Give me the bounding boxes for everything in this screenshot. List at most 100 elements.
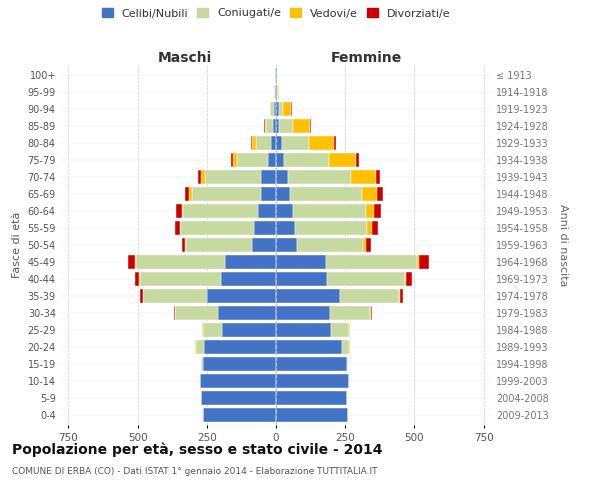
Bar	[276, 408, 348, 422]
Bar	[276, 102, 279, 116]
Text: COMUNE DI ERBA (CO) - Dati ISTAT 1° gennaio 2014 - Elaborazione TUTTITALIA.IT: COMUNE DI ERBA (CO) - Dati ISTAT 1° genn…	[12, 468, 377, 476]
Bar	[330, 306, 370, 320]
Bar	[276, 391, 347, 405]
Bar	[175, 306, 218, 320]
Bar	[191, 187, 261, 201]
Bar	[175, 221, 179, 235]
Bar	[254, 221, 276, 235]
Bar	[274, 102, 276, 116]
Bar	[326, 255, 417, 269]
Bar	[140, 289, 143, 303]
Bar	[343, 340, 349, 354]
Bar	[276, 306, 330, 320]
Bar	[231, 153, 233, 167]
Bar	[278, 85, 279, 99]
Bar	[182, 204, 183, 218]
Bar	[293, 204, 366, 218]
Bar	[276, 357, 347, 371]
Text: Maschi: Maschi	[158, 51, 212, 65]
Text: Popolazione per età, sesso e stato civile - 2014: Popolazione per età, sesso e stato civil…	[12, 442, 383, 457]
Bar	[334, 136, 337, 150]
Bar	[218, 306, 276, 320]
Bar	[203, 323, 222, 337]
Bar	[268, 153, 276, 167]
Bar	[405, 272, 406, 286]
Bar	[203, 357, 276, 371]
Bar	[399, 289, 400, 303]
Bar	[276, 85, 277, 99]
Bar	[136, 272, 139, 286]
Bar	[276, 153, 284, 167]
Bar	[366, 238, 371, 252]
Bar	[276, 272, 327, 286]
Legend: Celibi/Nubili, Coniugati/e, Vedovi/e, Divorziati/e: Celibi/Nubili, Coniugati/e, Vedovi/e, Di…	[101, 8, 451, 18]
Bar	[276, 374, 349, 388]
Bar	[225, 255, 276, 269]
Bar	[347, 357, 348, 371]
Bar	[201, 391, 276, 405]
Bar	[295, 221, 367, 235]
Bar	[276, 221, 295, 235]
Bar	[190, 187, 191, 201]
Bar	[276, 187, 290, 201]
Bar	[261, 187, 276, 201]
Bar	[276, 340, 343, 354]
Bar	[221, 272, 276, 286]
Bar	[258, 204, 276, 218]
Bar	[371, 221, 377, 235]
Bar	[290, 187, 362, 201]
Bar	[276, 289, 340, 303]
Text: Femmine: Femmine	[331, 51, 403, 65]
Bar	[201, 170, 205, 184]
Bar	[276, 255, 326, 269]
Bar	[289, 170, 351, 184]
Bar	[179, 221, 181, 235]
Bar	[276, 136, 281, 150]
Bar	[207, 289, 276, 303]
Bar	[309, 136, 334, 150]
Bar	[273, 119, 276, 133]
Bar	[331, 323, 349, 337]
Bar	[280, 119, 293, 133]
Bar	[256, 136, 271, 150]
Bar	[327, 272, 405, 286]
Bar	[376, 170, 380, 184]
Bar	[185, 187, 190, 201]
Bar	[196, 340, 204, 354]
Bar	[237, 153, 268, 167]
Bar	[356, 153, 359, 167]
Bar	[253, 238, 276, 252]
Bar	[374, 204, 381, 218]
Bar	[128, 255, 135, 269]
Bar	[140, 272, 221, 286]
Bar	[182, 238, 185, 252]
Bar	[204, 340, 276, 354]
Bar	[200, 374, 276, 388]
Bar	[183, 204, 258, 218]
Bar	[276, 204, 293, 218]
Bar	[377, 187, 383, 201]
Bar	[233, 153, 237, 167]
Bar	[362, 187, 377, 201]
Bar	[271, 102, 274, 116]
Bar	[367, 221, 371, 235]
Bar	[275, 85, 276, 99]
Bar	[276, 323, 331, 337]
Bar	[310, 119, 311, 133]
Y-axis label: Anni di nascita: Anni di nascita	[559, 204, 568, 286]
Bar	[136, 255, 225, 269]
Bar	[203, 408, 276, 422]
Bar	[406, 272, 412, 286]
Bar	[276, 119, 280, 133]
Bar	[329, 153, 356, 167]
Bar	[185, 238, 186, 252]
Bar	[276, 238, 297, 252]
Bar	[363, 238, 366, 252]
Bar	[173, 306, 175, 320]
Bar	[284, 153, 329, 167]
Bar	[417, 255, 419, 269]
Bar	[265, 119, 266, 133]
Bar	[283, 102, 291, 116]
Bar	[281, 136, 309, 150]
Bar	[198, 170, 201, 184]
